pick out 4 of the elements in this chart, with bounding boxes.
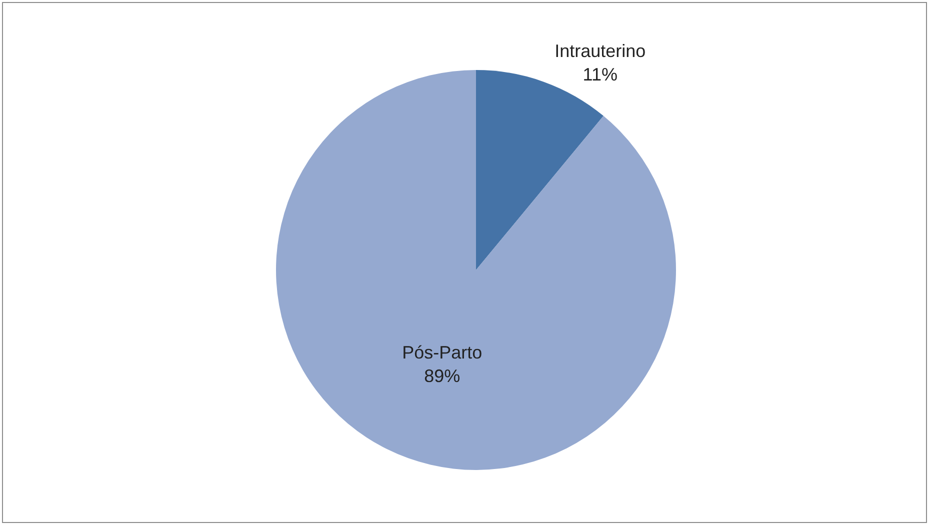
slice-label: Intrauterino [554,40,646,61]
data-label: 89% [424,366,460,386]
slice-label: Pós-Parto [402,342,482,362]
data-label: 11% [582,64,618,84]
